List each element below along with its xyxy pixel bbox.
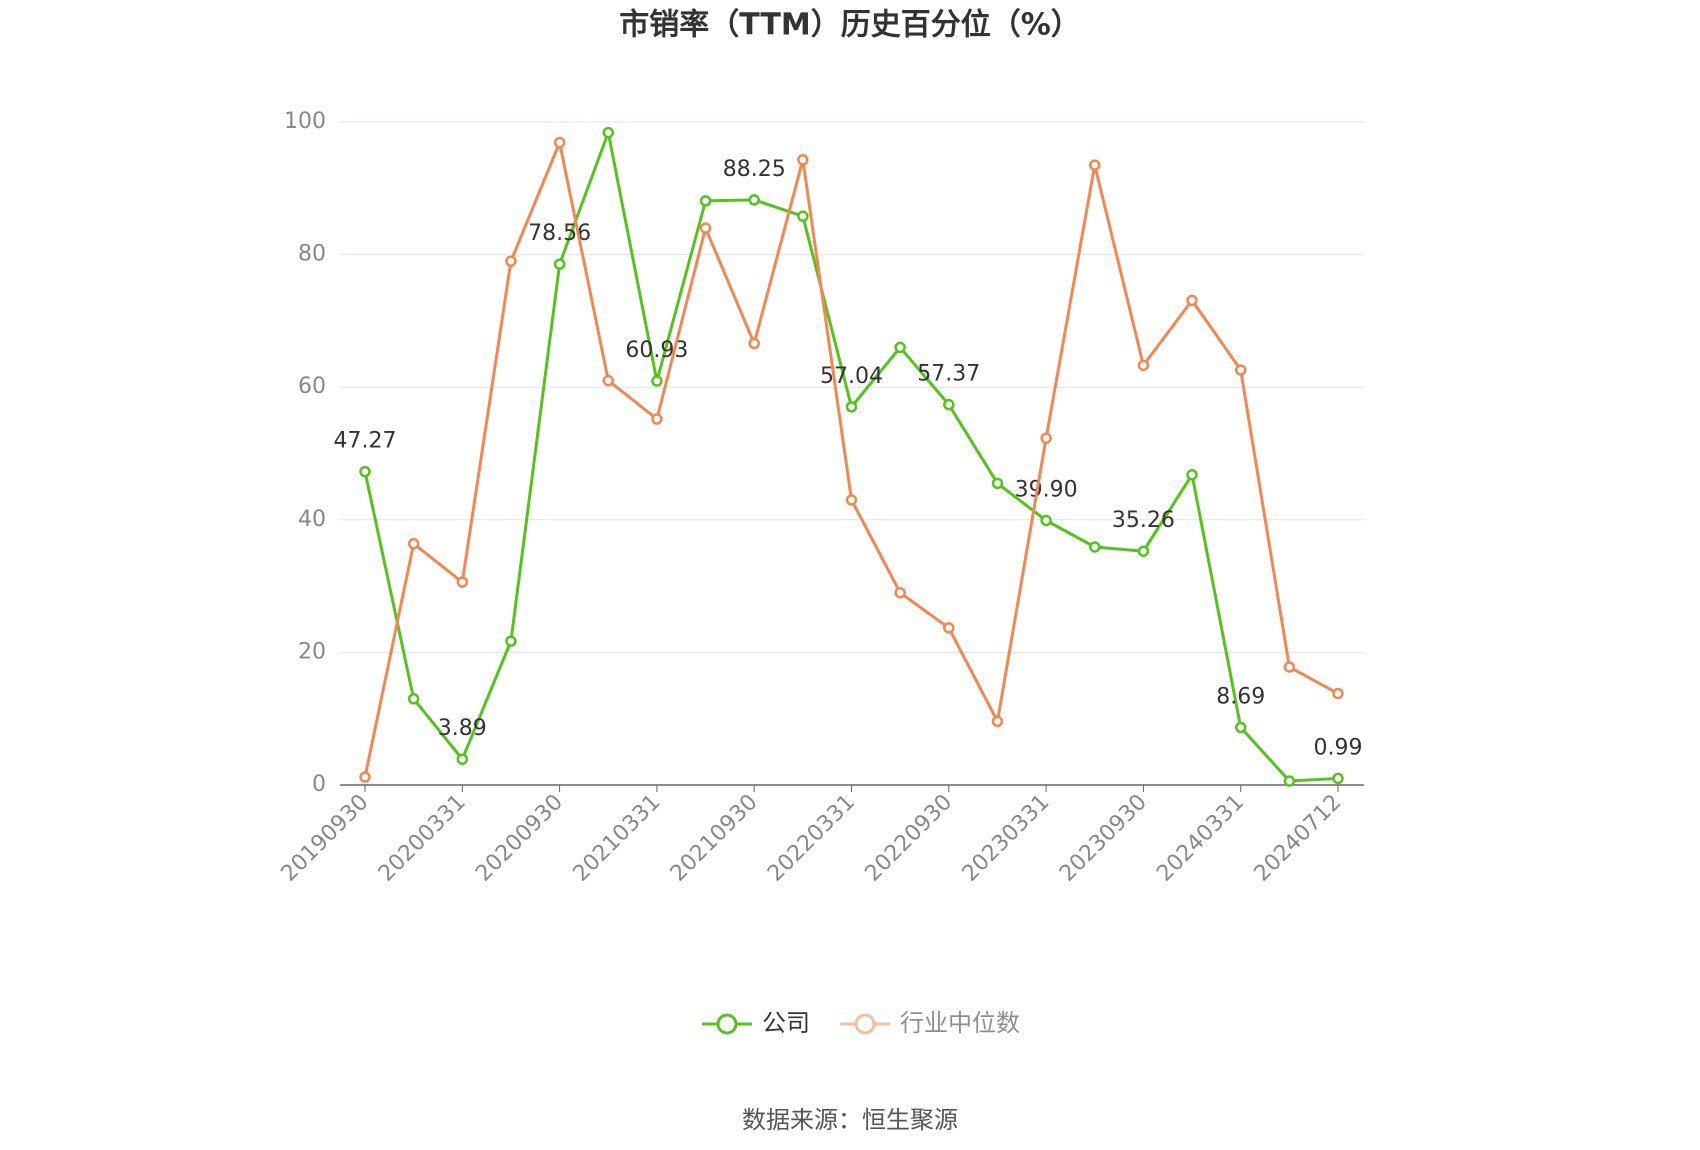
y-tick-label: 0 [312,772,326,797]
data-point [1137,545,1150,557]
data-label: 35.26 [1112,508,1175,533]
data-label: 88.25 [723,157,786,182]
source: 数据来源：恒生聚源 [742,1106,958,1134]
y-tick-label: 100 [284,109,326,134]
data-point [1089,541,1101,553]
chart-title: 市销率（TTM）历史百分位（%） [619,8,1081,43]
data-point [699,195,712,207]
data-point [1234,721,1247,734]
data-point [748,337,760,350]
data-label: 0.99 [1314,735,1363,760]
data-point [943,622,955,634]
y-tick-label: 20 [298,639,326,664]
data-point [845,401,858,413]
y-tick-label: 60 [298,374,326,399]
data-point [505,635,517,647]
data-label: 3.89 [438,716,487,741]
data-point [797,154,809,166]
x-tick-label: 20230331 [958,790,1055,887]
y-tick-label: 80 [298,242,326,267]
data-point [797,210,809,222]
x-tick-label: 20210331 [569,790,666,887]
data-point [1283,661,1296,673]
legend-label: 公司 [762,1009,810,1037]
legend-item: 行业中位数 [840,1009,1020,1037]
data-point [602,374,614,387]
data-point [894,586,906,599]
legend-marker [716,1013,738,1035]
series-line [363,127,1339,783]
x-tick-label: 20220331 [763,790,860,887]
data-point [359,771,371,783]
legend-item: 公司 [702,1009,810,1037]
data-point [553,258,566,270]
data-point [1137,359,1150,372]
data-point [1040,432,1052,445]
data-point [553,136,566,149]
data-point [991,477,1004,490]
data-point [359,465,371,478]
data-point [651,375,663,387]
data-label: 57.04 [820,364,883,389]
data-label: 60.93 [625,338,688,363]
data-label: 78.56 [528,221,591,246]
y-tick-label: 40 [298,507,326,532]
data-point [1186,468,1198,481]
legend-marker [854,1013,876,1035]
x-tick-label: 20220930 [860,790,957,887]
data-point [1332,687,1344,700]
data-label: 39.90 [1015,477,1078,502]
data-label: 57.37 [917,362,980,387]
data-point [456,753,469,765]
x-tick-label: 20190930 [277,790,374,887]
data-point [505,255,517,267]
x-tick-label: 20210930 [666,790,763,887]
data-point [894,341,906,354]
data-point [991,715,1004,728]
data-point [407,693,420,705]
data-label: 8.69 [1216,684,1265,709]
x-tick-label: 20200331 [374,790,471,887]
data-point [456,576,469,588]
series-line [363,137,1339,778]
data-point [602,126,614,139]
data-point [1040,514,1052,527]
data-point [699,222,712,234]
data-point [1089,159,1101,171]
x-tick-label: 20200930 [471,790,568,887]
x-tick-label: 20230930 [1055,790,1152,887]
legend-label: 行业中位数 [900,1009,1020,1037]
x-tick-label: 20240712 [1250,790,1347,887]
data-point [1234,364,1247,376]
data-point [1283,775,1296,787]
data-point [651,413,663,425]
data-point [1186,294,1198,307]
data-label: 47.27 [334,429,397,454]
x-tick-label: 20240331 [1152,790,1249,887]
data-point [943,398,955,411]
data-point [748,194,760,206]
data-point [845,494,858,506]
data-point [1332,772,1344,785]
data-point [407,537,420,550]
